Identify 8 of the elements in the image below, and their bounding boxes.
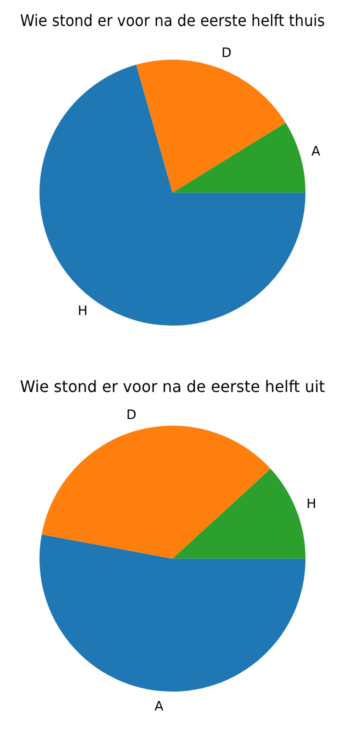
slice-label: A bbox=[154, 699, 164, 714]
slice-label: D bbox=[126, 408, 136, 423]
slice-label: H bbox=[78, 304, 88, 319]
slice-label: A bbox=[311, 144, 320, 160]
slice-label: H bbox=[306, 497, 316, 512]
slice-label: D bbox=[221, 46, 232, 62]
chart-title: Wie stond er voor na de eerste helft thuis bbox=[20, 11, 325, 30]
chart-title: Wie stond er voor na de eerste helft uit bbox=[20, 376, 325, 396]
